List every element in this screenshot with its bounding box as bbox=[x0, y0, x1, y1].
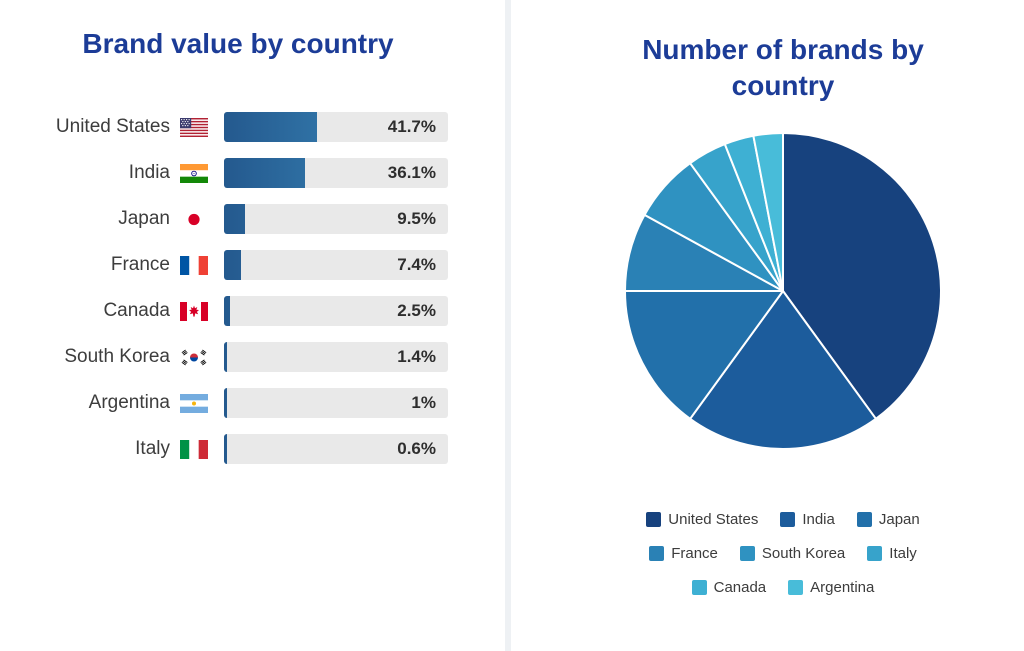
bar-value-label: 7.4% bbox=[397, 255, 436, 274]
legend-swatch-icon bbox=[867, 546, 883, 562]
bar-country-label: Japan bbox=[118, 208, 170, 229]
legend-swatch-icon bbox=[856, 512, 872, 528]
us-flag-icon bbox=[180, 117, 208, 137]
bar-country-label: Argentina bbox=[88, 392, 170, 413]
bar-chart-title: Brand value by country bbox=[82, 28, 394, 59]
pie-legend: United States India Japan France South Korea… bbox=[563, 511, 1003, 599]
fr-flag-icon bbox=[180, 255, 208, 275]
legend-swatch-icon bbox=[788, 580, 804, 596]
bar-row: Japan 9.5% bbox=[28, 204, 448, 234]
legend-item-italy: Italy bbox=[867, 544, 917, 562]
bar-value-label: 36.1% bbox=[387, 163, 436, 182]
bar-row: France 7.4% bbox=[28, 250, 448, 280]
legend-item-united-states: United States bbox=[646, 510, 759, 528]
bar-chart-panel: Brand value by country United States 41.7… bbox=[28, 26, 448, 480]
legend-label: France bbox=[671, 544, 718, 562]
bar-fill bbox=[224, 204, 246, 234]
bar-value-label: 0.6% bbox=[397, 439, 436, 458]
legend-row: United States India Japan bbox=[563, 511, 1003, 531]
bar-country-label: Italy bbox=[135, 438, 170, 459]
legend-item-canada: Canada bbox=[691, 578, 767, 596]
pie-slice-india bbox=[689, 290, 877, 450]
legend-swatch-icon bbox=[646, 512, 662, 528]
bar-row: India 36.1% bbox=[28, 158, 448, 188]
bar-fill bbox=[224, 112, 318, 142]
bar-track: 7.4% bbox=[224, 250, 448, 280]
bar-track: 0.6% bbox=[224, 434, 448, 464]
bar-value-label: 9.5% bbox=[397, 209, 436, 228]
bar-row: Italy 0.6% bbox=[28, 434, 448, 464]
legend-label: Japan bbox=[878, 510, 920, 528]
bar-value-label: 41.7% bbox=[387, 117, 436, 136]
kr-flag-icon bbox=[180, 347, 208, 367]
jp-flag-icon bbox=[180, 209, 208, 229]
bar-row: Argentina 1% bbox=[28, 388, 448, 418]
bar-country-label: South Korea bbox=[64, 346, 170, 367]
bar-value-label: 2.5% bbox=[397, 301, 436, 320]
legend-label: United States bbox=[668, 510, 759, 528]
legend-item-argentina: Argentina bbox=[788, 578, 875, 596]
legend-row: France South Korea Italy bbox=[563, 545, 1003, 565]
legend-label: Argentina bbox=[810, 578, 875, 596]
pie-svg bbox=[624, 132, 942, 450]
bar-fill bbox=[224, 250, 241, 280]
legend-swatch-icon bbox=[739, 546, 755, 562]
bar-track: 9.5% bbox=[224, 204, 448, 234]
bar-value-label: 1.4% bbox=[397, 347, 436, 366]
pie-slice-japan bbox=[624, 290, 784, 420]
legend-label: South Korea bbox=[761, 544, 846, 562]
legend-label: India bbox=[802, 510, 835, 528]
legend-label: Canada bbox=[713, 578, 767, 596]
bar-track: 41.7% bbox=[224, 112, 448, 142]
legend-item-india: India bbox=[780, 510, 835, 528]
bar-track: 36.1% bbox=[224, 158, 448, 188]
bar-row: United States 41.7% bbox=[28, 112, 448, 142]
bar-track: 2.5% bbox=[224, 296, 448, 326]
legend-label: Italy bbox=[889, 544, 917, 562]
ca-flag-icon bbox=[180, 301, 208, 321]
bar-fill bbox=[224, 296, 230, 326]
pie-chart-title: Number of brands by country bbox=[642, 34, 924, 101]
legend-item-south-korea: South Korea bbox=[739, 544, 846, 562]
in-flag-icon bbox=[180, 163, 208, 183]
it-flag-icon bbox=[180, 439, 208, 459]
legend-item-france: France bbox=[649, 544, 718, 562]
bar-value-label: 1% bbox=[411, 393, 436, 412]
bar-track: 1.4% bbox=[224, 342, 448, 372]
bar-row: South Korea 1.4% bbox=[28, 342, 448, 372]
bar-country-label: United States bbox=[55, 116, 170, 137]
legend-swatch-icon bbox=[691, 580, 707, 596]
pie-slice-argentina bbox=[752, 132, 784, 292]
legend-row: Canada Argentina bbox=[563, 579, 1003, 599]
bar-country-label: Canada bbox=[103, 300, 170, 321]
panel-divider bbox=[505, 0, 511, 651]
legend-swatch-icon bbox=[649, 546, 665, 562]
bar-row: Canada 2.5% bbox=[28, 296, 448, 326]
pie-chart-panel: Number of brands by country United State… bbox=[563, 26, 1003, 613]
bar-fill bbox=[224, 342, 228, 372]
bar-fill bbox=[224, 388, 227, 418]
bar-track: 1% bbox=[224, 388, 448, 418]
ar-flag-icon bbox=[180, 393, 208, 413]
bar-rows: United States 41.7% India 36.1% Japan 9.5% Fra… bbox=[28, 112, 448, 464]
bar-country-label: France bbox=[110, 254, 170, 275]
legend-item-japan: Japan bbox=[856, 510, 920, 528]
pie-slice-united-states bbox=[782, 132, 942, 420]
pie bbox=[618, 126, 948, 461]
bar-fill bbox=[224, 434, 227, 464]
legend-swatch-icon bbox=[780, 512, 796, 528]
bar-fill bbox=[224, 158, 305, 188]
bar-country-label: India bbox=[128, 162, 170, 183]
